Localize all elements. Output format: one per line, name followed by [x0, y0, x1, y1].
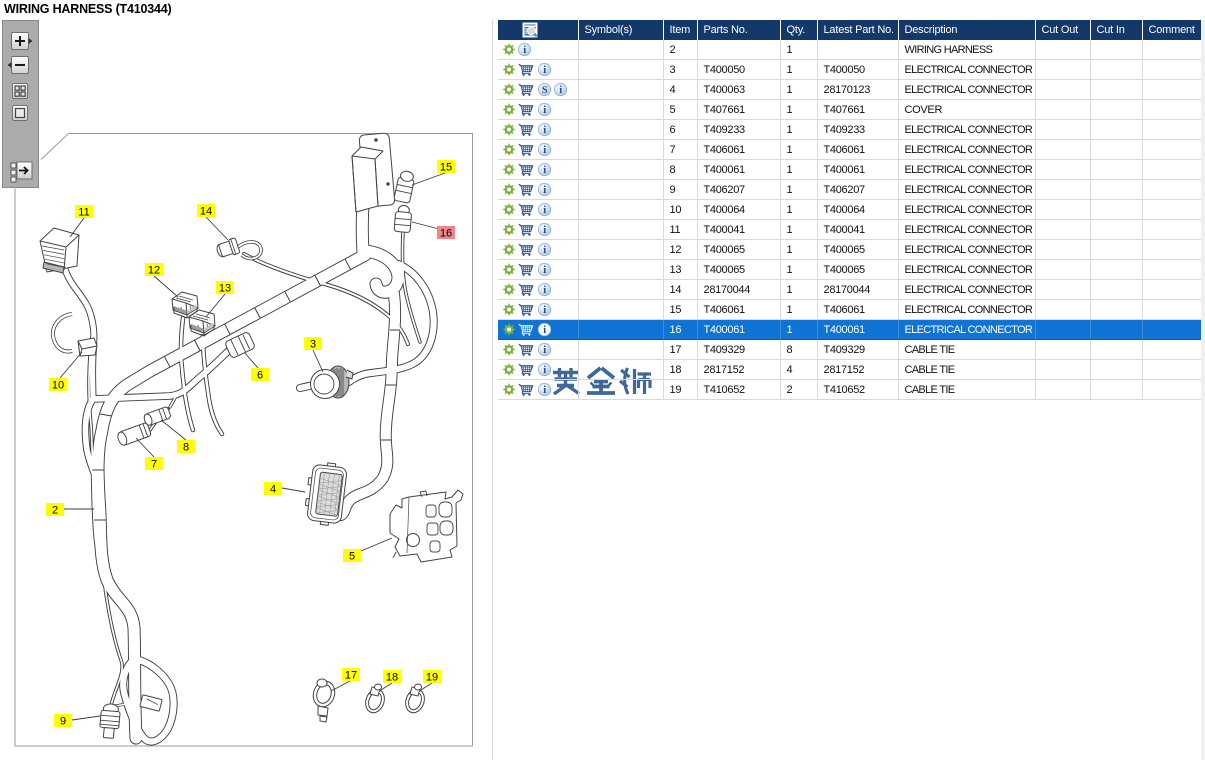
svg-text:11: 11 — [78, 207, 89, 219]
svg-text:16: 16 — [440, 228, 452, 240]
svg-text:15: 15 — [440, 162, 452, 174]
svg-text:9: 9 — [60, 716, 66, 728]
svg-text:6: 6 — [257, 370, 263, 382]
svg-text:8: 8 — [183, 442, 189, 454]
svg-text:7: 7 — [151, 459, 157, 471]
svg-text:12: 12 — [148, 265, 160, 277]
svg-text:17: 17 — [345, 670, 357, 682]
svg-text:13: 13 — [219, 283, 231, 295]
svg-text:14: 14 — [200, 206, 212, 218]
svg-text:5: 5 — [349, 551, 355, 563]
svg-text:3: 3 — [310, 339, 316, 351]
svg-text:18: 18 — [386, 672, 398, 684]
svg-text:4: 4 — [270, 484, 276, 496]
svg-text:19: 19 — [426, 672, 438, 684]
svg-text:2: 2 — [52, 505, 58, 517]
svg-text:10: 10 — [52, 380, 64, 392]
